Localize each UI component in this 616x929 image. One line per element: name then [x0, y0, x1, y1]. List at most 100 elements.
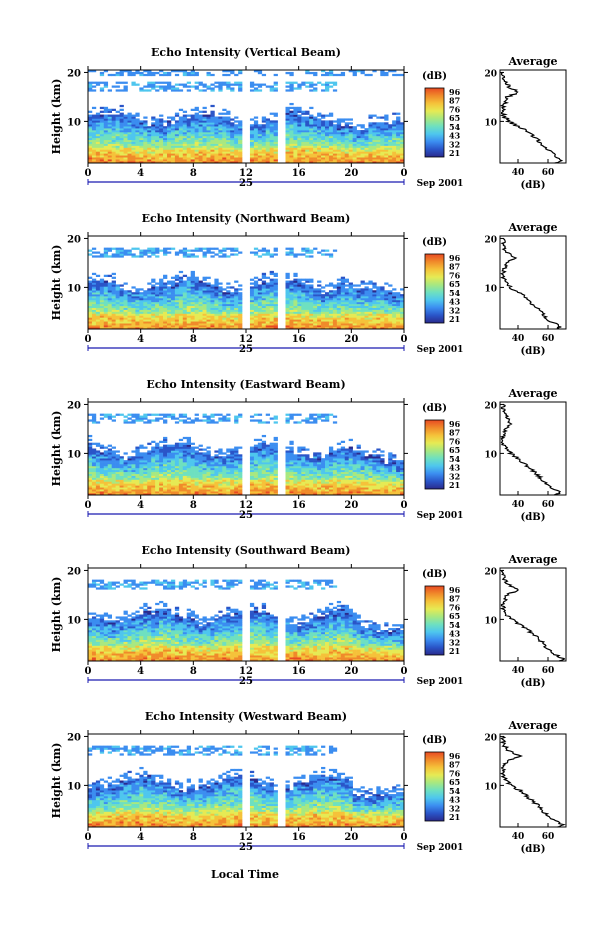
avg-y-tick-label: 20	[484, 733, 497, 743]
colorbar-tick-label: 87	[449, 96, 460, 106]
average-title: Average	[507, 55, 557, 68]
colorbar-tick-label: 32	[449, 139, 460, 149]
x-tick-label: 0	[401, 334, 408, 345]
colorbar-tick-label: 76	[449, 602, 461, 612]
colorbar-unit: (dB)	[422, 71, 447, 82]
y-axis-label: Height (km)	[50, 577, 63, 653]
avg-x-tick-label: 60	[542, 832, 555, 842]
colorbar	[424, 87, 445, 158]
avg-x-tick-label: 40	[512, 334, 525, 344]
average-frame	[499, 401, 567, 496]
y-tick-label: 20	[67, 68, 81, 79]
x-tick-label: 0	[401, 500, 408, 511]
colorbar	[424, 419, 445, 490]
colorbar-tick-label: 65	[449, 777, 460, 787]
x-tick-label: 4	[137, 666, 144, 677]
avg-x-label: (dB)	[521, 678, 546, 689]
avg-y-tick-label: 10	[484, 450, 497, 460]
day-label: 25	[239, 842, 253, 853]
colorbar-tick-label: 54	[449, 786, 461, 796]
x-tick-label: 20	[344, 666, 358, 677]
x-tick-label: 4	[137, 832, 144, 843]
echo-heatmap	[88, 413, 405, 496]
colorbar-tick-label: 32	[449, 803, 460, 813]
average-frame	[499, 733, 567, 828]
colorbar	[424, 253, 445, 324]
x-tick-label: 8	[190, 334, 197, 345]
colorbar-unit: (dB)	[422, 237, 447, 248]
panel-title: Echo Intensity (Eastward Beam)	[146, 378, 345, 391]
colorbar-tick-label: 21	[449, 480, 460, 490]
avg-y-tick-label: 20	[484, 567, 497, 577]
colorbar-tick-label: 32	[449, 637, 460, 647]
panel-title: Echo Intensity (Westward Beam)	[145, 710, 347, 723]
colorbar-tick-label: 21	[449, 812, 460, 822]
y-tick-label: 10	[67, 615, 81, 626]
y-tick-label: 20	[67, 566, 81, 577]
avg-y-tick-label: 20	[484, 235, 497, 245]
colorbar-unit: (dB)	[422, 403, 447, 414]
echo-heatmap	[88, 579, 405, 662]
colorbar-tick-label: 54	[449, 454, 461, 464]
x-tick-label: 16	[292, 832, 306, 843]
colorbar-tick-label: 76	[449, 436, 461, 446]
y-axis-label: Height (km)	[50, 743, 63, 819]
colorbar-tick-label: 96	[449, 87, 461, 97]
x-tick-label: 16	[292, 500, 306, 511]
colorbar-tick-label: 43	[449, 463, 461, 473]
average-title: Average	[507, 719, 557, 732]
avg-y-tick-label: 10	[484, 284, 497, 294]
colorbar-tick-label: 43	[449, 131, 461, 141]
x-tick-label: 12	[239, 832, 253, 843]
beam-panel-2: Echo Intensity (Eastward Beam) 10 20 Height…	[50, 378, 567, 523]
avg-x-tick-label: 60	[542, 500, 555, 510]
x-tick-label: 12	[239, 168, 253, 179]
x-tick-label: 12	[239, 666, 253, 677]
colorbar-tick-label: 54	[449, 620, 461, 630]
colorbar-unit: (dB)	[422, 735, 447, 746]
avg-x-label: (dB)	[521, 346, 546, 357]
x-tick-label: 8	[190, 168, 197, 179]
colorbar-tick-label: 96	[449, 419, 461, 429]
beam-panel-0: Echo Intensity (Vertical Beam) 10 20 Height…	[50, 46, 567, 191]
panel-title: Echo Intensity (Southward Beam)	[142, 544, 351, 557]
echo-heatmap	[88, 247, 405, 330]
avg-x-tick-label: 60	[542, 168, 555, 178]
colorbar	[424, 751, 445, 822]
avg-y-tick-label: 10	[484, 616, 497, 626]
average-profile-line	[499, 403, 561, 496]
beam-panel-3: Echo Intensity (Southward Beam) 10 20 Heigh…	[50, 544, 567, 689]
colorbar-tick-label: 65	[449, 279, 460, 289]
x-tick-label: 20	[344, 500, 358, 511]
avg-x-tick-label: 60	[542, 666, 555, 676]
colorbar-tick-label: 21	[449, 314, 460, 324]
colorbar-tick-label: 87	[449, 262, 460, 272]
day-label: 25	[239, 344, 253, 355]
y-tick-label: 10	[67, 283, 81, 294]
colorbar-unit: (dB)	[422, 569, 447, 580]
x-tick-label: 20	[344, 334, 358, 345]
x-tick-label: 20	[344, 168, 358, 179]
y-axis-label: Height (km)	[50, 79, 63, 155]
avg-y-tick-label: 10	[484, 782, 497, 792]
colorbar-tick-label: 96	[449, 751, 461, 761]
average-profile-line	[500, 237, 562, 330]
x-tick-label: 0	[85, 168, 92, 179]
x-tick-label: 0	[85, 500, 92, 511]
colorbar-tick-label: 32	[449, 305, 460, 315]
colorbar-tick-label: 21	[449, 646, 460, 656]
colorbar-tick-label: 32	[449, 471, 460, 481]
colorbar-tick-label: 54	[449, 122, 461, 132]
colorbar-tick-label: 76	[449, 768, 461, 778]
colorbar-tick-label: 76	[449, 104, 461, 114]
avg-x-tick-label: 60	[542, 334, 555, 344]
average-title: Average	[507, 387, 557, 400]
colorbar-tick-label: 65	[449, 445, 460, 455]
colorbar-tick-label: 87	[449, 594, 460, 604]
date-label: Sep 2001	[417, 843, 464, 853]
x-tick-label: 0	[401, 832, 408, 843]
echo-heatmap	[88, 70, 405, 164]
beam-panel-1: Echo Intensity (Northward Beam) 10 20 Heigh…	[50, 212, 567, 357]
y-axis-label: Height (km)	[50, 245, 63, 321]
